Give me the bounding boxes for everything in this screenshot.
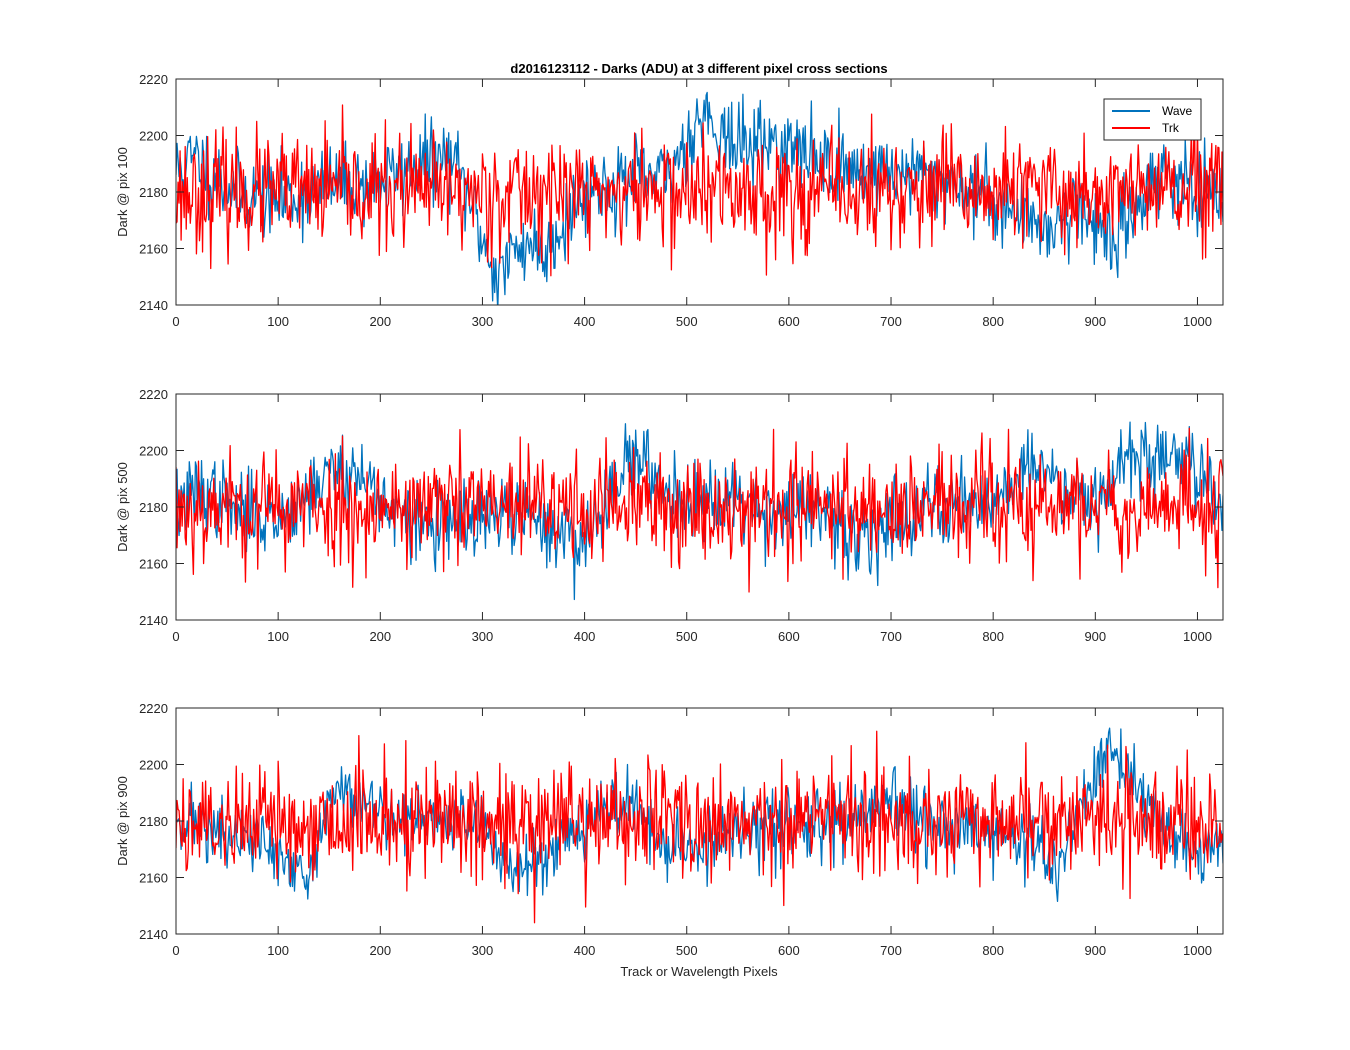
- x-tick-label: 500: [676, 629, 698, 644]
- y-tick-label: 2140: [139, 927, 168, 942]
- y-tick-label: 2200: [139, 444, 168, 459]
- x-tick-label: 300: [472, 629, 494, 644]
- x-tick-label: 900: [1084, 629, 1106, 644]
- x-tick-label: 700: [880, 943, 902, 958]
- subplot-pix-100: 0 100 200 300 400 500 600 700 800 900 1000 2140 2160…: [115, 72, 1224, 329]
- x-tick-label: 600: [778, 943, 800, 958]
- y-tick-label: 2140: [139, 298, 168, 313]
- x-tick-label: 1000: [1183, 314, 1212, 329]
- x-tick-label: 100: [267, 629, 289, 644]
- x-tick-label: 800: [982, 629, 1004, 644]
- x-tick-label: 800: [982, 314, 1004, 329]
- chart-title: d2016123112 - Darks (ADU) at 3 different…: [510, 61, 887, 76]
- legend-label-trk: Trk: [1162, 121, 1180, 135]
- x-tick-label: 200: [369, 629, 391, 644]
- y-tick-label: 2160: [139, 242, 168, 257]
- y-tick-label: 2180: [139, 814, 168, 829]
- x-tick-label: 900: [1084, 314, 1106, 329]
- y-tick-label: 2220: [139, 701, 168, 716]
- series-line-trk: [176, 427, 1223, 593]
- x-tick-label: 500: [676, 314, 698, 329]
- x-tick-label: 400: [574, 943, 596, 958]
- y-tick-label: 2140: [139, 613, 168, 628]
- y-tick-label: 2220: [139, 387, 168, 402]
- x-tick-label: 0: [172, 314, 179, 329]
- series-line-trk: [176, 101, 1223, 277]
- x-tick-label: 500: [676, 943, 698, 958]
- x-tick-label: 600: [778, 629, 800, 644]
- legend-label-wave: Wave: [1162, 104, 1193, 118]
- series-group: [176, 421, 1223, 601]
- x-tick-label: 200: [369, 943, 391, 958]
- y-tick-label: 2200: [139, 129, 168, 144]
- x-tick-label: 200: [369, 314, 391, 329]
- x-tick-label: 100: [267, 943, 289, 958]
- x-tick-label: 400: [574, 314, 596, 329]
- legend: Wave Trk: [1103, 98, 1202, 141]
- subplot-pix-900: 0 100 200 300 400 500 600 700 800 900 1000 2140 2160…: [115, 701, 1224, 958]
- y-tick-label: 2220: [139, 72, 168, 87]
- y-tick-label: 2160: [139, 557, 168, 572]
- y-tick-label: 2180: [139, 185, 168, 200]
- y-tick-label: 2200: [139, 758, 168, 773]
- x-tick-label: 700: [880, 314, 902, 329]
- y-tick-label: 2180: [139, 500, 168, 515]
- x-tick-label: 900: [1084, 943, 1106, 958]
- series-group: [176, 91, 1223, 305]
- x-tick-label: 100: [267, 314, 289, 329]
- series-line-trk: [176, 730, 1223, 924]
- y-tick-label: 2160: [139, 871, 168, 886]
- x-tick-label: 600: [778, 314, 800, 329]
- x-tick-label: 1000: [1183, 629, 1212, 644]
- x-tick-label: 0: [172, 629, 179, 644]
- x-tick-label: 0: [172, 943, 179, 958]
- y-axis-label: Dark @ pix 100: [115, 147, 130, 237]
- x-tick-label: 400: [574, 629, 596, 644]
- x-tick-label: 300: [472, 314, 494, 329]
- y-axis-label: Dark @ pix 500: [115, 462, 130, 552]
- subplot-pix-500: 0 100 200 300 400 500 600 700 800 900 1000 2140 2160…: [115, 387, 1224, 644]
- series-group: [176, 727, 1223, 924]
- x-tick-label: 700: [880, 629, 902, 644]
- x-axis-label: Track or Wavelength Pixels: [620, 964, 778, 979]
- x-tick-label: 1000: [1183, 943, 1212, 958]
- x-tick-label: 800: [982, 943, 1004, 958]
- x-tick-label: 300: [472, 943, 494, 958]
- y-axis-label: Dark @ pix 900: [115, 776, 130, 866]
- legend-box: [1103, 98, 1202, 141]
